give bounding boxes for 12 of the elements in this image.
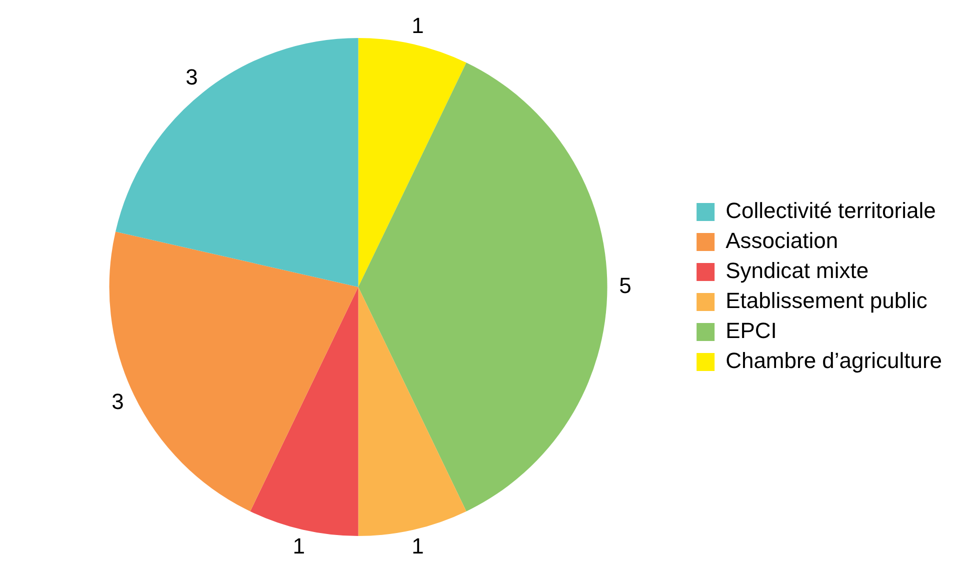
legend-label: Etablissement public — [726, 288, 928, 314]
data-label: 1 — [412, 533, 424, 558]
legend-label: Syndicat mixte — [726, 258, 869, 284]
data-label: 5 — [619, 273, 632, 298]
legend-label: Association — [726, 228, 838, 254]
legend-label: Collectivité territoriale — [726, 198, 936, 224]
data-label: 1 — [412, 12, 424, 38]
data-label: 1 — [292, 533, 305, 558]
legend-label: EPCI — [726, 318, 777, 344]
legend-label: Chambre d’agriculture — [726, 348, 942, 374]
data-label: 3 — [186, 64, 198, 90]
data-label: 3 — [112, 388, 124, 414]
